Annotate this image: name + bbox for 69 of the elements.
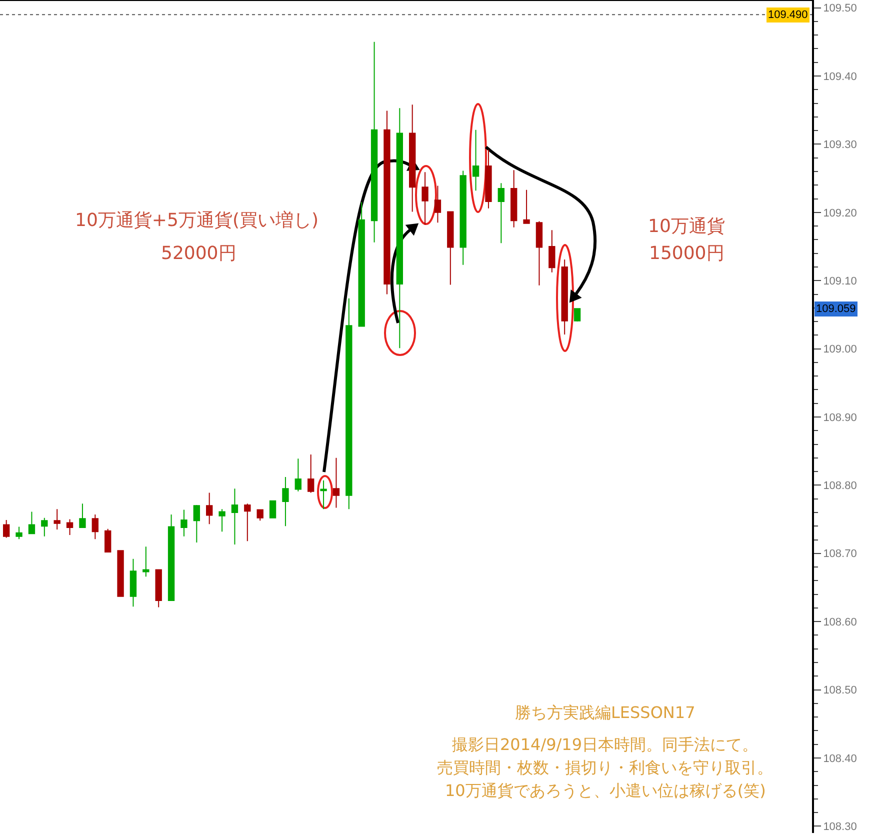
candlestick — [41, 517, 48, 537]
candlestick — [66, 518, 74, 536]
candlestick — [472, 129, 480, 192]
candlestick — [384, 110, 390, 295]
candlestick — [308, 454, 314, 494]
candlestick — [104, 528, 112, 553]
candlestick — [155, 569, 162, 608]
candlestick — [142, 546, 150, 578]
candlestick — [320, 480, 327, 510]
annotation: 撮影日2014/9/19日本時間。同手法にて。 — [452, 735, 758, 754]
annotation: 10万通貨 — [648, 216, 725, 237]
candlestick — [3, 519, 10, 538]
candlestick — [574, 308, 581, 322]
candlestick — [510, 170, 518, 228]
candlestick — [358, 202, 365, 327]
annotation: 10万通貨であろうと、小遣い位は稼げる(笑) — [445, 781, 766, 800]
candlestick — [269, 500, 276, 518]
candlestick — [561, 258, 568, 335]
candlestick — [79, 503, 86, 528]
candlestick — [294, 458, 302, 492]
y-tick-label: 108.80 — [823, 480, 857, 492]
candlestick — [447, 211, 454, 286]
y-tick-label: 109.30 — [823, 139, 857, 152]
candlestick — [332, 457, 340, 508]
candlestick — [460, 170, 466, 266]
candlestick — [485, 149, 492, 209]
candlestick — [193, 504, 200, 543]
candlestick — [16, 526, 22, 540]
candlestick — [422, 172, 428, 226]
candlestick — [180, 509, 188, 537]
candlestick — [244, 503, 251, 542]
ref-line-label: 109.490 — [768, 9, 808, 21]
annotation: 10万通貨+5万通貨(買い増し) — [75, 210, 318, 231]
y-tick-label: 109.50 — [823, 2, 857, 15]
annotation: 52000円 — [161, 243, 236, 264]
candlestick — [130, 558, 137, 608]
candlestick — [92, 514, 98, 540]
candlestick — [117, 550, 124, 597]
annotation: 15000円 — [649, 243, 724, 264]
annotation: 売買時間・枚数・損切り・利食いを守り取引。 — [437, 758, 773, 777]
candlestick — [168, 514, 175, 601]
annotation: 109.059 — [816, 303, 856, 315]
y-tick-label: 109.20 — [823, 207, 857, 220]
y-tick-label: 108.70 — [823, 548, 857, 560]
y-tick-label: 108.90 — [823, 412, 857, 424]
candlestick — [409, 104, 416, 212]
y-tick-label: 109.10 — [823, 275, 857, 288]
candlestick — [28, 511, 36, 534]
candlestick — [231, 488, 238, 546]
candlestick — [282, 476, 289, 527]
candlestick — [370, 41, 378, 243]
y-tick-label: 108.40 — [823, 752, 857, 765]
candlestick — [434, 185, 442, 224]
y-tick-label: 108.30 — [823, 821, 857, 834]
y-tick-label: 109.40 — [823, 70, 857, 83]
y-tick-label: 108.60 — [823, 616, 857, 628]
candlestick — [256, 509, 264, 522]
candlestick — [548, 230, 556, 273]
candlestick — [218, 508, 226, 532]
candlestick — [498, 182, 504, 244]
candlestick — [536, 220, 543, 286]
candlestick — [206, 492, 213, 525]
candlestick — [346, 298, 352, 510]
candlestick — [54, 508, 60, 530]
annotation: 勝ち方実践編LESSON17 — [515, 703, 696, 722]
y-tick-label: 109.00 — [823, 344, 857, 356]
y-tick-label: 108.50 — [823, 684, 857, 697]
candlestick — [523, 189, 530, 224]
candlestick — [396, 108, 403, 349]
